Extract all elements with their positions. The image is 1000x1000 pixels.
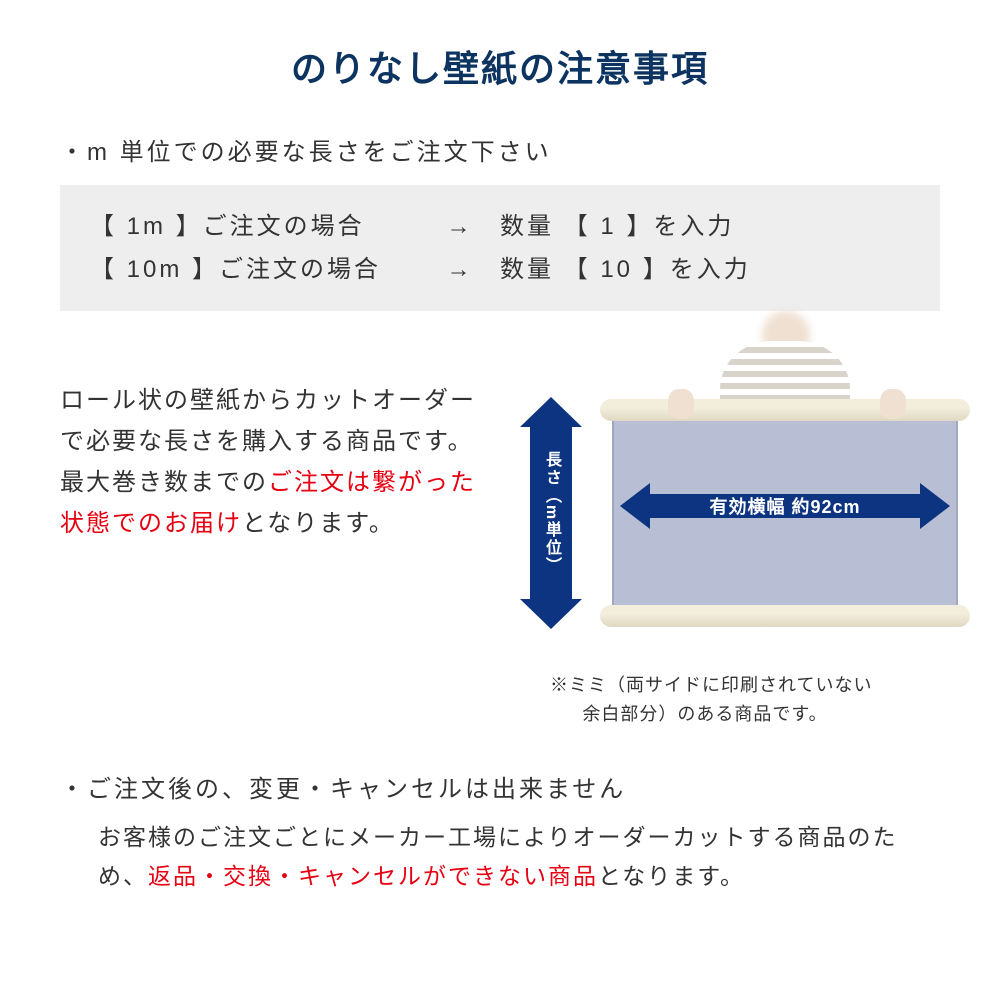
length-arrow-icon: 長さ（m単位） [520,397,582,629]
sec2-red: 返品・交換・キャンセルができない商品 [148,863,598,889]
section2-body: お客様のご注文ごとにメーカー工場によりオーダーカットする商品のため、返品・交換・… [98,818,940,896]
example-1-right: 数量 【 1 】を入力 [500,205,910,248]
length-label: 長さ（m単位） [539,451,563,575]
hand-left [668,389,694,419]
width-label: 有効横幅 約92cm [709,493,860,519]
mimi-note: ※ミミ（両サイドに印刷されていない 余白部分）のある商品です。 [550,671,940,729]
wallpaper-diagram: 長さ（m単位） 有効横幅 約92cm [500,341,940,651]
arrow-right-icon: → [420,205,500,248]
width-arrow-icon: 有効横幅 約92cm [620,483,950,529]
section1-bullet: ・m 単位での必要な長さをご注文下さい [60,132,940,167]
example-box: 【 1m 】ご注文の場合 → 数量 【 1 】を入力 【 10m 】ご注文の場合… [60,185,940,311]
example-1-left: 【 1m 】ご注文の場合 [90,205,420,248]
description-paragraph: ロール状の壁紙からカットオーダーで必要な長さを購入する商品です。最大巻き数までの… [60,341,480,544]
section2-bullet: ・ご注文後の、変更・キャンセルは出来ません [60,769,940,804]
example-2-left: 【 10m 】ご注文の場合 [90,248,420,291]
hand-right [880,389,906,419]
person-body [720,341,850,401]
mid-section: ロール状の壁紙からカットオーダーで必要な長さを購入する商品です。最大巻き数までの… [60,341,940,651]
note-line1: ※ミミ（両サイドに印刷されていない [550,675,872,695]
page-title: のりなし壁紙の注意事項 [60,40,940,92]
example-2-right: 数量 【 10 】を入力 [500,248,910,291]
note-line2: 余白部分）のある商品です。 [550,704,828,724]
example-row-2: 【 10m 】ご注文の場合 → 数量 【 10 】を入力 [90,248,910,291]
arrow-right-icon: → [420,248,500,291]
example-row-1: 【 1m 】ご注文の場合 → 数量 【 1 】を入力 [90,205,910,248]
desc-part2: となります。 [242,510,395,537]
sec2-part2: となります。 [598,863,745,889]
